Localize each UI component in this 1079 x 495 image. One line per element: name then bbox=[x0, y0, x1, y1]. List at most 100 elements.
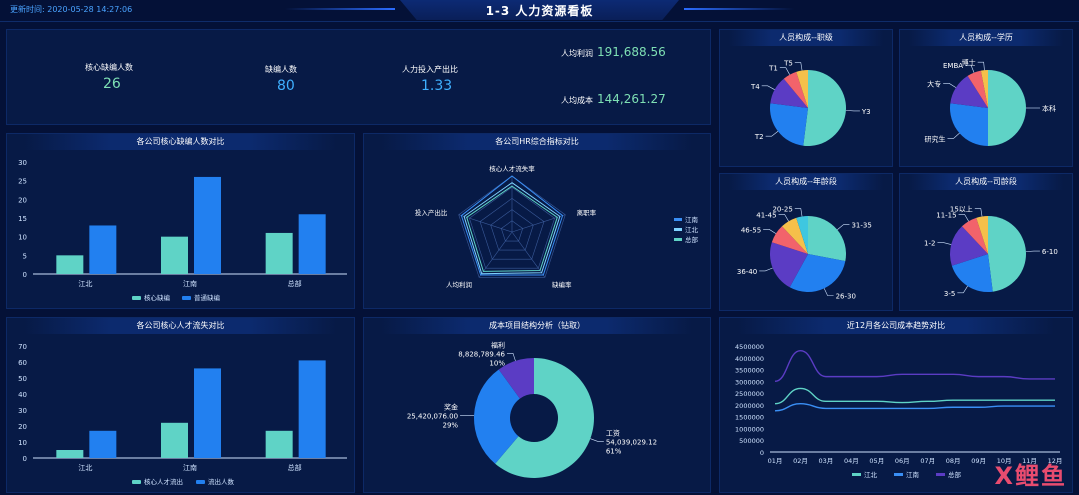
radar-axis-label: 人均利润 bbox=[446, 280, 472, 289]
y-tick-label: 0 bbox=[760, 449, 764, 457]
pie-label: 11-15 bbox=[936, 211, 956, 219]
donut-label-pct: 29% bbox=[442, 421, 458, 429]
x-tick-label: 06月 bbox=[895, 457, 910, 465]
radar-grid-ring bbox=[500, 220, 524, 242]
x-tick-label: 江北 bbox=[78, 464, 92, 472]
kpi-value-io-ratio: 1.33 bbox=[421, 78, 453, 94]
pie-label: 1-2 bbox=[924, 240, 935, 248]
bar-核心缺编 bbox=[265, 232, 293, 274]
y-tick-label: 0 bbox=[23, 271, 27, 279]
y-tick-label: 500000 bbox=[739, 437, 764, 445]
radar-series-江北 bbox=[463, 182, 561, 275]
x-tick-label: 11月 bbox=[1022, 457, 1037, 465]
legend-swatch bbox=[674, 238, 682, 241]
legend-label: 核心缺编 bbox=[144, 293, 171, 302]
pie-label: EMBA bbox=[943, 62, 963, 70]
y-tick-label: 20 bbox=[18, 196, 27, 204]
pie-leader-line bbox=[823, 288, 834, 296]
legend-label: 江南 bbox=[685, 215, 699, 224]
pie-slice-EMBA bbox=[967, 70, 988, 108]
pie-label: 本科 bbox=[1042, 104, 1056, 113]
pie-leader-line bbox=[506, 353, 516, 362]
bar-核心人才流出 bbox=[265, 430, 293, 458]
pie-leader-line bbox=[958, 214, 969, 222]
pie-slice-36-40 bbox=[770, 242, 808, 288]
legend-swatch bbox=[936, 473, 945, 476]
chart-comp-rank: Y3 T2 T4 T1 T5 bbox=[750, 60, 871, 146]
pie-slice-T5 bbox=[796, 70, 808, 108]
bar-核心缺编 bbox=[161, 236, 188, 274]
donut-label-pct: 61% bbox=[606, 447, 622, 455]
line-series-江北 bbox=[774, 387, 1055, 405]
donut-label-pct: 10% bbox=[489, 359, 505, 367]
x-tick-label: 05月 bbox=[869, 457, 884, 465]
donut-label-value: 8,828,789.46 bbox=[458, 350, 505, 358]
legend-swatch bbox=[894, 473, 903, 476]
radar-axis-label: 离职率 bbox=[577, 208, 597, 217]
radar-grid-ring bbox=[479, 198, 545, 260]
pie-slice-研究生 bbox=[950, 103, 988, 146]
pie-leader-line bbox=[759, 267, 773, 272]
pie-slice-T2 bbox=[770, 103, 808, 146]
pie-leader-line bbox=[947, 132, 960, 139]
pie-label: Y3 bbox=[861, 108, 871, 116]
x-tick-label: 12月 bbox=[1048, 457, 1063, 465]
legend-label: 核心人才流出 bbox=[144, 477, 183, 486]
pie-leader-line bbox=[943, 83, 957, 88]
legend-label: 总部 bbox=[948, 470, 962, 479]
y-tick-label: 20 bbox=[18, 423, 27, 431]
chart-title-core-loss: 各公司核心人才流失对比 bbox=[7, 318, 354, 334]
pie-slice-20-25 bbox=[796, 216, 808, 254]
watermark-logo: X鲤鱼 bbox=[994, 462, 1067, 490]
kpi-label-profit: 人均利润 bbox=[561, 49, 593, 58]
donut-label-name: 奖金 bbox=[444, 402, 458, 411]
radar-series-江南 bbox=[460, 175, 564, 276]
pie-leader-line bbox=[937, 242, 952, 245]
pie-leader-line bbox=[761, 85, 775, 90]
pie-slice-福利 bbox=[498, 358, 534, 399]
pie-slice-T4 bbox=[770, 78, 808, 108]
chart-title-comp-age: 人员构成--年龄段 bbox=[720, 174, 892, 190]
pie-label: 博士 bbox=[962, 58, 976, 67]
pie-slice-26-30 bbox=[789, 254, 846, 293]
pie-slice-41-45 bbox=[781, 217, 808, 254]
legend-swatch bbox=[674, 218, 682, 221]
y-tick-label: 50 bbox=[18, 375, 27, 383]
kpi-value-cost: 144,261.27 bbox=[597, 92, 666, 106]
title-plate bbox=[400, 0, 679, 20]
radar-grid-ring bbox=[469, 186, 555, 269]
y-tick-label: 60 bbox=[18, 359, 27, 367]
x-tick-label: 04月 bbox=[844, 457, 859, 465]
pie-label: T2 bbox=[754, 133, 764, 141]
pie-label: T5 bbox=[783, 60, 793, 68]
panel-core-loss: 各公司核心人才流失对比 0 10 20 30 40 50 60 70 江北 江南 总部 核心人才流出 流… bbox=[6, 317, 355, 493]
y-tick-label: 15 bbox=[18, 215, 27, 223]
legend-label: 总部 bbox=[685, 235, 699, 244]
page-title: 1-3 人力资源看板 bbox=[485, 4, 594, 18]
y-tick-label: 40 bbox=[18, 391, 27, 399]
kpi-label-io-ratio: 人力投入产出比 bbox=[402, 65, 458, 74]
chart-title-comp-rank: 人员构成--职级 bbox=[720, 30, 892, 46]
pie-label: 36-40 bbox=[737, 268, 757, 276]
pie-leader-line bbox=[794, 62, 803, 71]
y-tick-label: 10 bbox=[18, 439, 27, 447]
pie-label: 15以上 bbox=[950, 205, 973, 214]
panel-cost-structure: 成本项目结构分析（钻取） 工资 54,039,029.12 61% 奖金 25,420,… bbox=[363, 317, 711, 493]
pie-label: T4 bbox=[750, 83, 760, 91]
legend-swatch bbox=[852, 473, 861, 476]
kpi-label-core-vacancy: 核心缺编人数 bbox=[85, 63, 133, 72]
pie-slice-Y3 bbox=[803, 70, 847, 146]
header-bar: 更新时间: 2020-05-28 14:27:06 1-3 人力资源看板 bbox=[0, 0, 1079, 22]
pie-label: 26-30 bbox=[836, 293, 856, 301]
donut-label-name: 工资 bbox=[606, 428, 620, 437]
pie-slice-6-10 bbox=[988, 216, 1026, 292]
pie-leader-line bbox=[779, 67, 790, 75]
panel-cost-trend: 近12月各公司成本趋势对比 0 500000 1000000 1500000 20000… bbox=[719, 317, 1073, 493]
chart-title-cost-trend: 近12月各公司成本趋势对比 bbox=[720, 318, 1072, 334]
legend-label: 江北 bbox=[685, 226, 699, 234]
y-tick-label: 30 bbox=[18, 407, 27, 415]
bar-普通缺编 bbox=[194, 176, 221, 274]
